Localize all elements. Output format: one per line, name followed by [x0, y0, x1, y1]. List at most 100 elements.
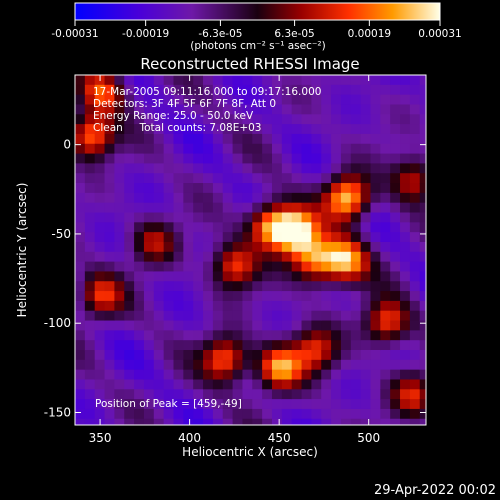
- heatmap-cell: [350, 261, 362, 272]
- heatmap-cell: [291, 133, 303, 145]
- heatmap-cell: [301, 183, 312, 194]
- heatmap-cell: [311, 143, 322, 155]
- heatmap-cell: [134, 173, 145, 184]
- heatmap-cell: [193, 75, 204, 86]
- heatmap-cell: [143, 320, 155, 331]
- heatmap-cell: [75, 261, 86, 272]
- x-tick-label: 350: [89, 431, 112, 445]
- heatmap-cell: [193, 222, 204, 233]
- heatmap-cell: [104, 389, 115, 400]
- heatmap-cell: [84, 232, 96, 243]
- heatmap-cell: [134, 202, 145, 213]
- heatmap-cell: [163, 418, 174, 425]
- heatmap-cell: [380, 261, 391, 272]
- heatmap-cell: [124, 124, 135, 135]
- heatmap-cell: [340, 281, 352, 292]
- heatmap-cell: [419, 173, 426, 184]
- heatmap-cell: [143, 104, 155, 115]
- heatmap-cell: [143, 379, 155, 390]
- heatmap-cell: [232, 369, 243, 380]
- heatmap-cell: [311, 222, 322, 233]
- heatmap-cell: [212, 114, 224, 125]
- colorbar: [74, 2, 441, 21]
- heatmap-cell: [340, 271, 352, 282]
- heatmap-cell: [232, 163, 243, 174]
- heatmap-cell: [114, 192, 125, 204]
- heatmap-cell: [262, 389, 273, 400]
- heatmap-cell: [242, 133, 253, 145]
- heatmap-cell: [242, 222, 253, 233]
- heatmap-cell: [163, 173, 174, 184]
- heatmap-cell: [380, 173, 391, 184]
- heatmap-cell: [291, 202, 303, 213]
- heatmap-cell: [183, 310, 194, 322]
- heatmap-cell: [252, 281, 263, 292]
- heatmap-cell: [84, 241, 96, 253]
- heatmap-cell: [222, 340, 234, 351]
- heatmap-cell: [301, 104, 312, 115]
- heatmap-cell: [212, 281, 224, 292]
- heatmap-cell: [124, 202, 135, 213]
- heatmap-cell: [350, 399, 362, 410]
- annotation-time-range: 17-Mar-2005 09:11:16.000 to 09:17:16.000: [93, 86, 321, 98]
- heatmap-cell: [360, 241, 371, 253]
- heatmap-cell: [281, 84, 293, 96]
- heatmap-cell: [143, 94, 155, 105]
- heatmap-cell: [350, 232, 362, 243]
- heatmap-cell: [409, 418, 421, 425]
- heatmap-cell: [84, 320, 96, 331]
- heatmap-cell: [409, 222, 421, 233]
- heatmap-cell: [104, 379, 115, 390]
- heatmap-cell: [212, 261, 224, 272]
- heatmap-cell: [143, 261, 155, 272]
- heatmap-cell: [84, 133, 96, 145]
- heatmap-cell: [262, 173, 273, 184]
- heatmap-cell: [212, 408, 224, 420]
- heatmap-cell: [311, 153, 322, 164]
- heatmap-cell: [75, 143, 86, 155]
- heatmap-cell: [321, 261, 332, 272]
- heatmap-cell: [271, 320, 283, 331]
- heatmap-cell: [370, 143, 381, 155]
- heatmap-cell: [143, 232, 155, 243]
- heatmap-cell: [340, 300, 352, 312]
- heatmap-cell: [222, 350, 234, 361]
- heatmap-cell: [153, 330, 165, 341]
- heatmap-cell: [331, 340, 342, 351]
- heatmap-cell: [222, 212, 234, 223]
- heatmap-cell: [400, 202, 411, 213]
- heatmap-cell: [311, 330, 322, 341]
- heatmap-cell: [183, 300, 194, 312]
- heatmap-cell: [400, 114, 411, 125]
- heatmap-cell: [400, 143, 411, 155]
- heatmap-cell: [143, 124, 155, 135]
- heatmap-cell: [203, 143, 214, 155]
- heatmap-cell: [242, 291, 253, 302]
- heatmap-cell: [370, 399, 381, 410]
- heatmap-cell: [203, 232, 214, 243]
- heatmap-cell: [84, 389, 96, 400]
- heatmap-cell: [124, 183, 135, 194]
- heatmap-cell: [232, 271, 243, 282]
- heatmap-cell: [360, 399, 371, 410]
- heatmap-cell: [124, 143, 135, 155]
- heatmap-cell: [409, 241, 421, 253]
- heatmap-cell: [163, 183, 174, 194]
- heatmap-cell: [370, 300, 381, 312]
- heatmap-cell: [84, 350, 96, 361]
- heatmap-cell: [163, 75, 174, 86]
- heatmap-cell: [242, 84, 253, 96]
- heatmap-cell: [232, 153, 243, 164]
- heatmap-cell: [84, 340, 96, 351]
- heatmap-cell: [262, 124, 273, 135]
- heatmap-cell: [153, 350, 165, 361]
- heatmap-cell: [340, 232, 352, 243]
- heatmap-cell: [419, 340, 426, 351]
- heatmap-cell: [203, 369, 214, 380]
- heatmap-cell: [291, 251, 303, 263]
- heatmap-cell: [370, 114, 381, 125]
- heatmap-cell: [350, 94, 362, 105]
- heatmap-cell: [232, 124, 243, 135]
- heatmap-cell: [301, 291, 312, 302]
- heatmap-cell: [203, 379, 214, 390]
